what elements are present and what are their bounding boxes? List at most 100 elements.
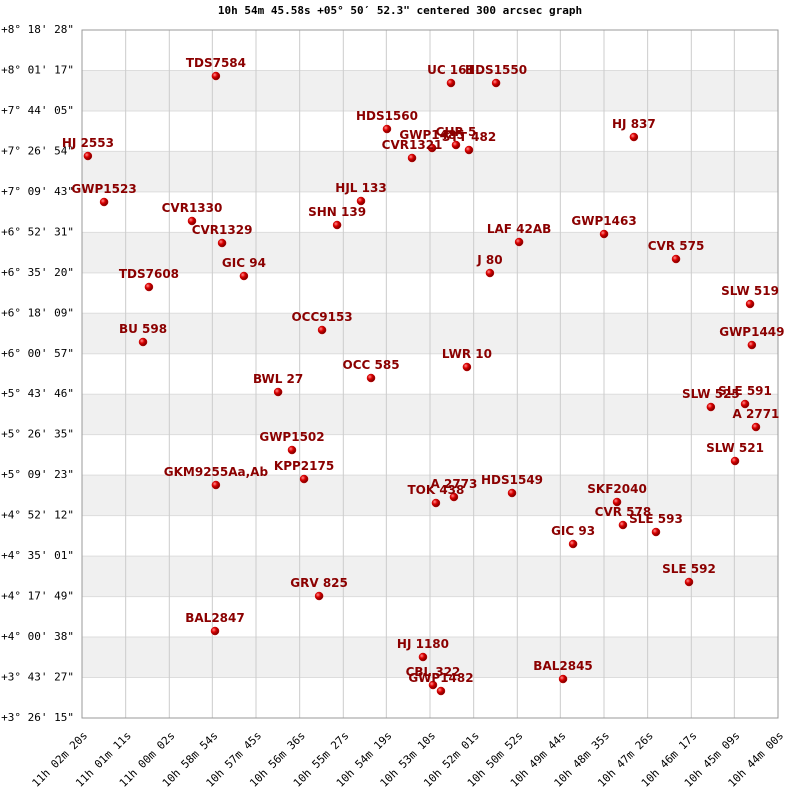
- star-label: CVR1321: [382, 138, 443, 152]
- star-point: [706, 402, 716, 412]
- star-point: [382, 124, 392, 134]
- star-label: BU 598: [119, 322, 167, 336]
- star-point: [514, 237, 524, 247]
- star-point: [418, 652, 428, 662]
- star-label: GWP1449: [719, 325, 784, 339]
- star-label: GWP1463: [571, 214, 636, 228]
- y-tick-label: +5° 43' 46": [1, 387, 74, 400]
- y-tick-label: +4° 35' 01": [1, 549, 74, 562]
- star-point: [211, 480, 221, 490]
- y-tick-label: +5° 09' 23": [1, 468, 74, 481]
- star-point: [671, 254, 681, 264]
- star-point: [651, 527, 661, 537]
- star-point: [332, 220, 342, 230]
- star-label: HJ 837: [612, 117, 656, 131]
- star-label: GWP1502: [259, 430, 324, 444]
- star-point: [684, 577, 694, 587]
- star-label: GIC 94: [222, 256, 266, 270]
- star-label: HDS1550: [465, 63, 527, 77]
- star-point: [462, 362, 472, 372]
- y-tick-label: +6° 35' 20": [1, 266, 74, 279]
- star-point: [740, 399, 750, 409]
- star-point: [558, 674, 568, 684]
- star-label: GIC 93: [551, 524, 595, 538]
- star-point: [217, 238, 227, 248]
- star-point: [618, 520, 628, 530]
- y-tick-label: +6° 00' 57": [1, 347, 74, 360]
- star-point: [451, 140, 461, 150]
- star-label: KPP2175: [274, 459, 334, 473]
- star-label: HJL 133: [335, 181, 386, 195]
- y-tick-label: +4° 52' 12": [1, 509, 74, 522]
- star-point: [568, 539, 578, 549]
- y-tick-label: +5° 26' 35": [1, 428, 74, 441]
- star-label: UC 161: [427, 63, 475, 77]
- star-label: TOK 438: [407, 483, 464, 497]
- star-label: HJ 1180: [397, 637, 449, 651]
- star-point: [314, 591, 324, 601]
- star-label: OCC9153: [291, 310, 352, 324]
- star-label: TDS7584: [186, 56, 246, 70]
- star-label: GRV 825: [290, 576, 348, 590]
- star-point: [446, 78, 456, 88]
- star-point: [612, 497, 622, 507]
- star-label: A 2771: [733, 407, 780, 421]
- star-label: BAL2845: [533, 659, 592, 673]
- star-label: CVR 575: [648, 239, 705, 253]
- star-label: CVR1330: [162, 201, 223, 215]
- star-label: GWP1485: [399, 128, 464, 142]
- star-point: [144, 282, 154, 292]
- star-point: [464, 145, 474, 155]
- star-point: [138, 337, 148, 347]
- star-point: [751, 422, 761, 432]
- star-label: LWR 10: [442, 347, 492, 361]
- y-tick-label: +4° 00' 38": [1, 630, 74, 643]
- star-point: [99, 197, 109, 207]
- star-label: SHN 139: [308, 205, 366, 219]
- plot-frame: [81, 29, 779, 719]
- star-label: SLW 521: [706, 441, 764, 455]
- y-tick-label: +3° 26' 15": [1, 711, 74, 724]
- star-point: [629, 132, 639, 142]
- y-tick-label: +7° 26' 54": [1, 144, 74, 157]
- star-label: J 80: [476, 253, 502, 267]
- star-point: [730, 456, 740, 466]
- y-tick-label: +4° 17' 49": [1, 590, 74, 603]
- star-label: CBL 322: [406, 665, 461, 679]
- star-label: A 2773: [431, 477, 478, 491]
- star-label: TDS7608: [119, 267, 179, 281]
- star-point: [427, 143, 437, 153]
- star-point: [431, 498, 441, 508]
- star-point: [356, 196, 366, 206]
- y-tick-label: +6° 52' 31": [1, 225, 74, 238]
- star-label: GKM9255Aa,Ab: [164, 465, 269, 479]
- star-label: BAL2847: [185, 611, 244, 625]
- star-label: BWL 27: [253, 372, 303, 386]
- star-point: [436, 686, 446, 696]
- star-label: CVR1329: [192, 223, 253, 237]
- star-label: CVR 578: [595, 505, 652, 519]
- star-point: [273, 387, 283, 397]
- star-point: [407, 153, 417, 163]
- star-label: SKF2040: [587, 482, 647, 496]
- y-tick-label: +3° 43' 27": [1, 671, 74, 684]
- star-label: HJ 2553: [62, 136, 114, 150]
- star-point: [317, 325, 327, 335]
- star-label: SLE 592: [662, 562, 716, 576]
- star-point: [83, 151, 93, 161]
- star-point: [491, 78, 501, 88]
- star-point: [287, 445, 297, 455]
- star-point: [507, 488, 517, 498]
- y-tick-label: +6° 18' 09": [1, 306, 74, 319]
- star-label: GWP1523: [71, 182, 136, 196]
- star-label: OCC 585: [343, 358, 400, 372]
- star-point: [747, 340, 757, 350]
- star-label: GWP1482: [408, 671, 473, 685]
- y-tick-label: +7° 44' 05": [1, 104, 74, 117]
- star-label: SLE 593: [629, 512, 683, 526]
- star-label: SLW 519: [721, 284, 779, 298]
- y-tick-label: +7° 09' 43": [1, 185, 74, 198]
- star-point: [366, 373, 376, 383]
- star-label: HDS1560: [356, 109, 418, 123]
